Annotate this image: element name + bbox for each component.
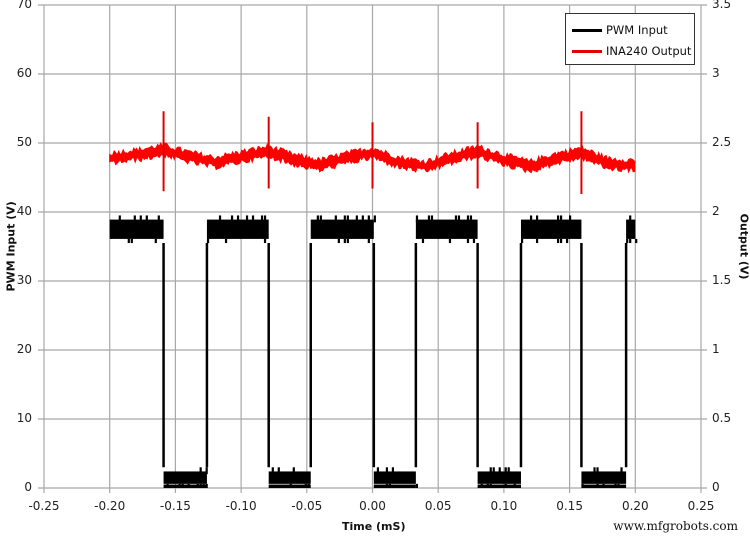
watermark: www.mfgrobots.com [613, 519, 738, 533]
y-tick-label-left: 30 [16, 273, 32, 287]
legend-label: INA240 Output [606, 44, 692, 58]
x-tick-label: 0.00 [359, 499, 386, 513]
y-tick-label-left: 0 [24, 480, 32, 494]
legend-item-ina240-output: INA240 Output [572, 44, 691, 58]
legend: PWM Input INA240 Output [565, 13, 695, 65]
pwm-input-series [109, 215, 638, 488]
y-tick-label-left: 40 [16, 204, 32, 218]
x-tick-label: 0.20 [621, 499, 649, 513]
y-axis-right-title: Output (V) [737, 213, 750, 280]
legend-label: PWM Input [606, 23, 668, 37]
x-tick-label: -0.05 [291, 499, 323, 513]
x-tick-label: 0.05 [424, 499, 452, 513]
x-tick-label: -0.25 [28, 499, 60, 513]
y-tick-label-left: 60 [16, 66, 32, 80]
x-tick-label: -0.10 [225, 499, 257, 513]
x-tick-label: 0.25 [687, 499, 715, 513]
x-axis-title: Time (mS) [342, 520, 406, 533]
y-tick-label-right: 2 [712, 204, 720, 218]
legend-item-pwm-input: PWM Input [572, 23, 668, 37]
y-tick-label-left: 50 [16, 135, 32, 149]
x-tick-label: 0.15 [556, 499, 583, 513]
y-tick-label-left: 70 [16, 0, 32, 11]
y-tick-label-left: 20 [16, 342, 32, 356]
legend-swatch-black [572, 28, 602, 32]
x-tick-label: 0.10 [490, 499, 518, 513]
y-tick-label-right: 2.5 [712, 135, 732, 149]
legend-swatch-red [572, 49, 602, 53]
y-tick-label-right: 1 [712, 342, 720, 356]
y-tick-label-right: 1.5 [712, 273, 732, 287]
y-tick-label-right: 0.5 [712, 411, 732, 425]
y-tick-label-right: 3.5 [712, 0, 732, 11]
y-tick-label-right: 3 [712, 66, 720, 80]
x-tick-label: -0.15 [159, 499, 191, 513]
y-tick-label-right: 0 [712, 480, 720, 494]
x-tick-label: -0.20 [94, 499, 126, 513]
y-tick-label-left: 10 [16, 411, 32, 425]
y-axis-left-title: PWM Input (V) [4, 201, 18, 292]
ina240-output-series [109, 111, 636, 195]
gridlines [38, 4, 707, 493]
